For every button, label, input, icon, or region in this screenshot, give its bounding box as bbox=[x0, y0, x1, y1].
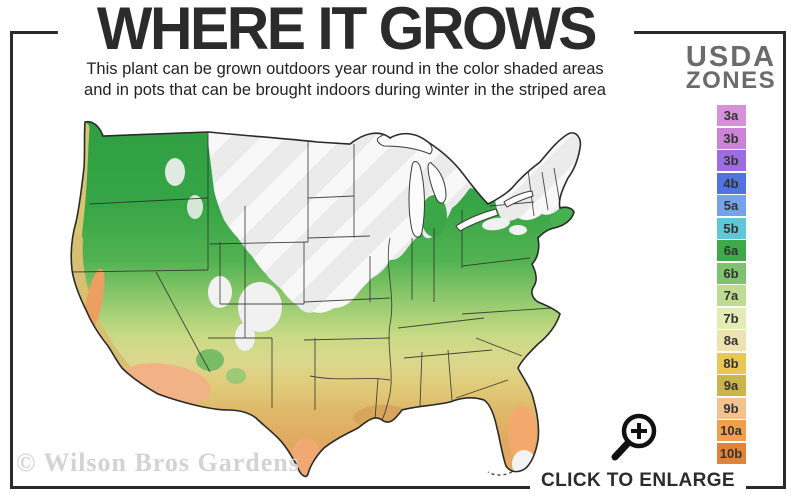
central-florida-orange bbox=[508, 406, 536, 462]
legend-zone-10a: 10a bbox=[716, 420, 746, 441]
map-fill-layers bbox=[71, 121, 581, 477]
legend-zone-9a: 9a bbox=[716, 375, 746, 396]
usda-zones-legend: USDA ZONES 3a 3b 3b 4b 5a 5b 6a 6b 7a 7b 8a 8b 9a 9b 1… bbox=[676, 41, 786, 465]
legend-zone-6b: 6b bbox=[716, 262, 746, 284]
legend-zone-9b: 9b bbox=[716, 397, 746, 419]
subtitle: This plant can be grown outdoors year ro… bbox=[65, 59, 625, 101]
florida-keys bbox=[487, 471, 513, 476]
subtitle-line-2: and in pots that can be brought indoors … bbox=[84, 81, 606, 99]
watermark: © Wilson Bros Gardens bbox=[16, 448, 300, 477]
zoom-in-magnifier-icon[interactable] bbox=[603, 407, 665, 469]
nm-highland-green bbox=[226, 368, 246, 384]
nw-white-patch bbox=[187, 195, 203, 219]
legend-zone-3b: 3b bbox=[716, 127, 746, 149]
legend-zone-7a: 7a bbox=[716, 285, 746, 306]
lake-michigan bbox=[408, 161, 425, 238]
arizona-highland-green bbox=[196, 349, 224, 371]
us-map-svg bbox=[70, 120, 582, 478]
legend-zone-8b: 8b bbox=[716, 352, 746, 374]
page-title: WHERE IT GROWS bbox=[57, 0, 635, 59]
idaho-white-patch bbox=[165, 158, 185, 186]
lake-huron bbox=[427, 162, 447, 204]
legend-zone-10b: 10b bbox=[716, 442, 746, 464]
legend-zone-8a: 8a bbox=[716, 330, 746, 351]
subtitle-line-1: This plant can be grown outdoors year ro… bbox=[86, 60, 604, 78]
michigan-se-green bbox=[421, 195, 447, 237]
legend-zone-list: 3a 3b 3b 4b 5a 5b 6a 6b 7a 7b 8a 8b 9a 9b 10a 10b bbox=[676, 105, 786, 464]
legend-heading-zones: ZONES bbox=[685, 67, 777, 94]
rockies-white-patch bbox=[238, 282, 282, 332]
lake-ontario bbox=[503, 190, 534, 208]
pacific-nw-coast-band bbox=[71, 122, 90, 248]
usda-zone-map[interactable] bbox=[60, 112, 620, 484]
legend-zone-3a: 3a bbox=[716, 105, 746, 126]
legend-zone-6a: 6a bbox=[716, 240, 746, 261]
legend-heading-usda: USDA bbox=[685, 41, 777, 73]
n-penn-white-patch bbox=[482, 217, 510, 231]
n-penn-white-patch-2 bbox=[509, 225, 527, 235]
lake-erie bbox=[455, 208, 499, 232]
legend-zone-4b: 4b bbox=[716, 172, 746, 194]
click-to-enlarge-label[interactable]: CLICK TO ENLARGE bbox=[530, 469, 746, 493]
legend-zone-5a: 5a bbox=[716, 195, 746, 216]
legend-zone-3b: 3b bbox=[716, 150, 746, 171]
legend-zone-5b: 5b bbox=[716, 217, 746, 239]
legend-zone-7b: 7b bbox=[716, 307, 746, 329]
state-borders bbox=[71, 130, 561, 421]
